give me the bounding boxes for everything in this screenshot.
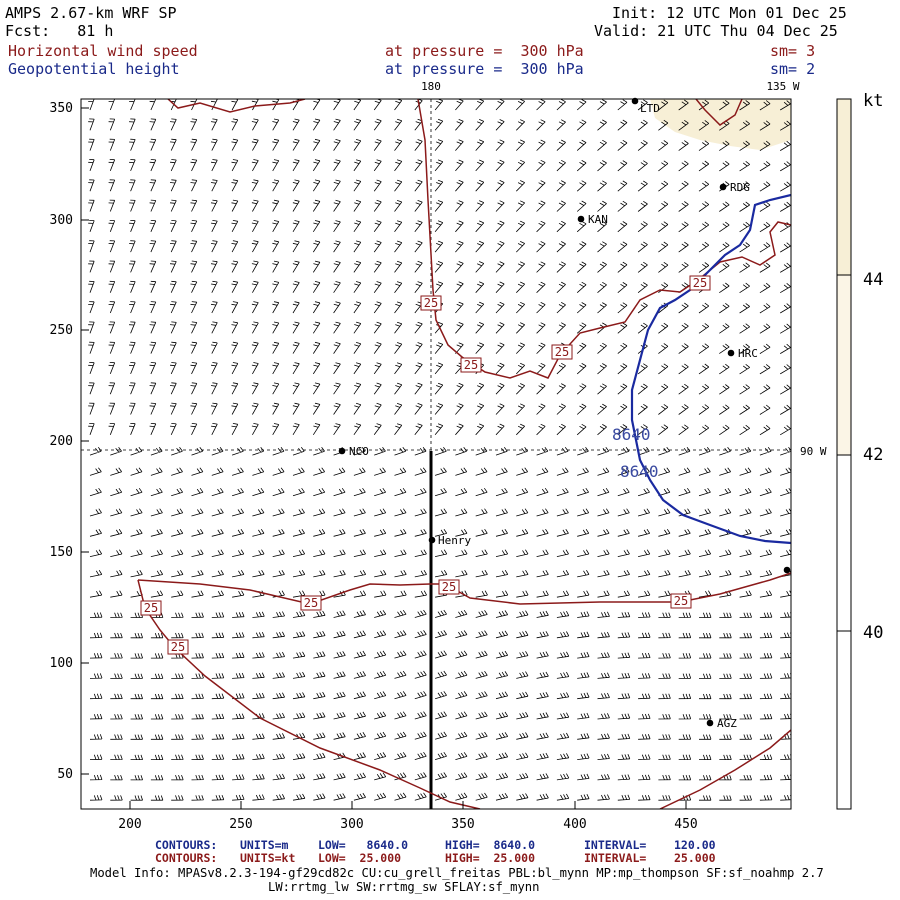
field1-smoothing: sm= 3 xyxy=(770,42,816,60)
tick-marks xyxy=(81,107,687,809)
svg-text:25: 25 xyxy=(464,358,478,372)
y-axis-labels: 350 300 250 200 150 100 50 xyxy=(50,101,73,782)
svg-text:300: 300 xyxy=(340,817,363,832)
svg-text:25: 25 xyxy=(171,640,185,654)
wind-contour-label: 25 xyxy=(438,579,460,595)
svg-text:50: 50 xyxy=(57,767,73,782)
height-contour-labels: 8640 8640 xyxy=(612,425,659,481)
height-contour-label: 8640 xyxy=(620,462,659,481)
wind-contour-label: 25 xyxy=(420,295,442,311)
svg-text:RDG: RDG xyxy=(730,181,750,194)
wind-contour-labels: 25 25 25 25 25 25 25 25 xyxy=(140,275,711,655)
wind-barb-field xyxy=(88,99,791,801)
colorbar-label: 40 xyxy=(863,623,883,643)
x-axis-labels: 200 250 300 350 400 450 xyxy=(118,817,697,832)
svg-text:135 W: 135 W xyxy=(766,80,799,93)
height-contour-8640 xyxy=(630,193,791,545)
height-contour-label: 8640 xyxy=(612,425,651,444)
wind-contour-label: 25 xyxy=(167,639,189,655)
meridian-labels: 180 135 W 90 W xyxy=(421,80,827,458)
svg-text:350: 350 xyxy=(50,101,73,116)
station-nco: NCO xyxy=(338,445,369,458)
svg-text:90 W: 90 W xyxy=(800,445,827,458)
svg-text:150: 150 xyxy=(50,545,73,560)
station-marker xyxy=(783,566,791,574)
forecast-hour: Fcst: 81 h xyxy=(5,22,114,40)
model-info-line1: Model Info: MPASv8.2.3-194-gf29cd82c CU:… xyxy=(90,866,824,880)
field2-name: Geopotential height xyxy=(8,60,180,78)
model-info-line2: LW:rrtmg_lw SW:rrtmg_sw SFLAY:sf_mynn xyxy=(268,880,540,894)
svg-text:300: 300 xyxy=(50,213,73,228)
field2-smoothing: sm= 2 xyxy=(770,60,816,78)
colorbar: kt 44 42 40 xyxy=(836,91,883,810)
valid-time: Valid: 21 UTC Thu 04 Dec 25 xyxy=(594,22,838,40)
contours-blue-low: LOW= 8640.0 xyxy=(318,838,409,852)
plot-frame xyxy=(80,98,792,810)
wind-contour-label: 25 xyxy=(140,600,162,616)
svg-text:25: 25 xyxy=(693,276,707,290)
wind-contour-label: 25 xyxy=(670,593,692,609)
wind-contour-label: 25 xyxy=(460,357,482,373)
wind-speed-contours xyxy=(137,99,791,809)
contours-blue-units: UNITS=m xyxy=(240,838,289,852)
svg-text:250: 250 xyxy=(50,323,73,338)
svg-text:400: 400 xyxy=(563,817,586,832)
contours-blue-prefix: CONTOURS: xyxy=(155,838,218,852)
wind-contour-label: 25 xyxy=(551,344,573,360)
svg-text:450: 450 xyxy=(674,817,697,832)
svg-text:NCO: NCO xyxy=(349,445,369,458)
wind-contour-label: 25 xyxy=(689,275,711,291)
svg-text:Henry: Henry xyxy=(438,534,471,547)
svg-text:180: 180 xyxy=(421,80,441,93)
colorbar-label: 44 xyxy=(863,270,883,290)
svg-text:25: 25 xyxy=(442,580,456,594)
colorbar-label: 42 xyxy=(863,445,883,465)
svg-text:AGZ: AGZ xyxy=(717,717,737,730)
model-title: AMPS 2.67-km WRF SP xyxy=(5,4,177,22)
wind-barbs xyxy=(88,99,791,801)
svg-text:350: 350 xyxy=(451,817,474,832)
axis-ticks xyxy=(81,107,687,809)
init-time: Init: 12 UTC Mon 01 Dec 25 xyxy=(612,4,847,22)
svg-text:25: 25 xyxy=(304,596,318,610)
contours-red-prefix: CONTOURS: xyxy=(155,851,218,865)
svg-text:25: 25 xyxy=(674,594,688,608)
svg-text:25: 25 xyxy=(144,601,158,615)
svg-text:250: 250 xyxy=(229,817,252,832)
svg-text:200: 200 xyxy=(118,817,141,832)
field2-level: at pressure = 300 hPa xyxy=(385,60,584,78)
station-henry: Henry xyxy=(428,534,471,547)
svg-text:200: 200 xyxy=(50,434,73,449)
station-hrc: HRC xyxy=(727,347,758,360)
svg-text:KAN: KAN xyxy=(588,213,608,226)
station-agz: AGZ xyxy=(706,717,737,730)
svg-text:HRC: HRC xyxy=(738,347,758,360)
contours-red-high: HIGH= 25.000 xyxy=(445,851,536,865)
stations: LTD RDG KAN HRC NCO Henry AGZ xyxy=(338,97,791,730)
station-kan: KAN xyxy=(577,213,608,226)
field1-level: at pressure = 300 hPa xyxy=(385,42,584,60)
contours-red-units: UNITS=kt xyxy=(240,851,296,865)
colorbar-unit: kt xyxy=(863,91,883,111)
contours-blue-high: HIGH= 8640.0 xyxy=(445,838,536,852)
contours-blue-interval: INTERVAL= 120.00 xyxy=(584,838,716,852)
svg-text:100: 100 xyxy=(50,656,73,671)
svg-text:25: 25 xyxy=(424,296,438,310)
contours-red-low: LOW= 25.000 xyxy=(318,851,402,865)
field1-name: Horizontal wind speed xyxy=(8,42,198,60)
wind-contour-label: 25 xyxy=(300,595,322,611)
svg-text:25: 25 xyxy=(555,345,569,359)
svg-text:LTD: LTD xyxy=(640,102,660,115)
contours-red-interval: INTERVAL= 25.000 xyxy=(584,851,716,865)
station-rdg: RDG xyxy=(719,181,750,194)
